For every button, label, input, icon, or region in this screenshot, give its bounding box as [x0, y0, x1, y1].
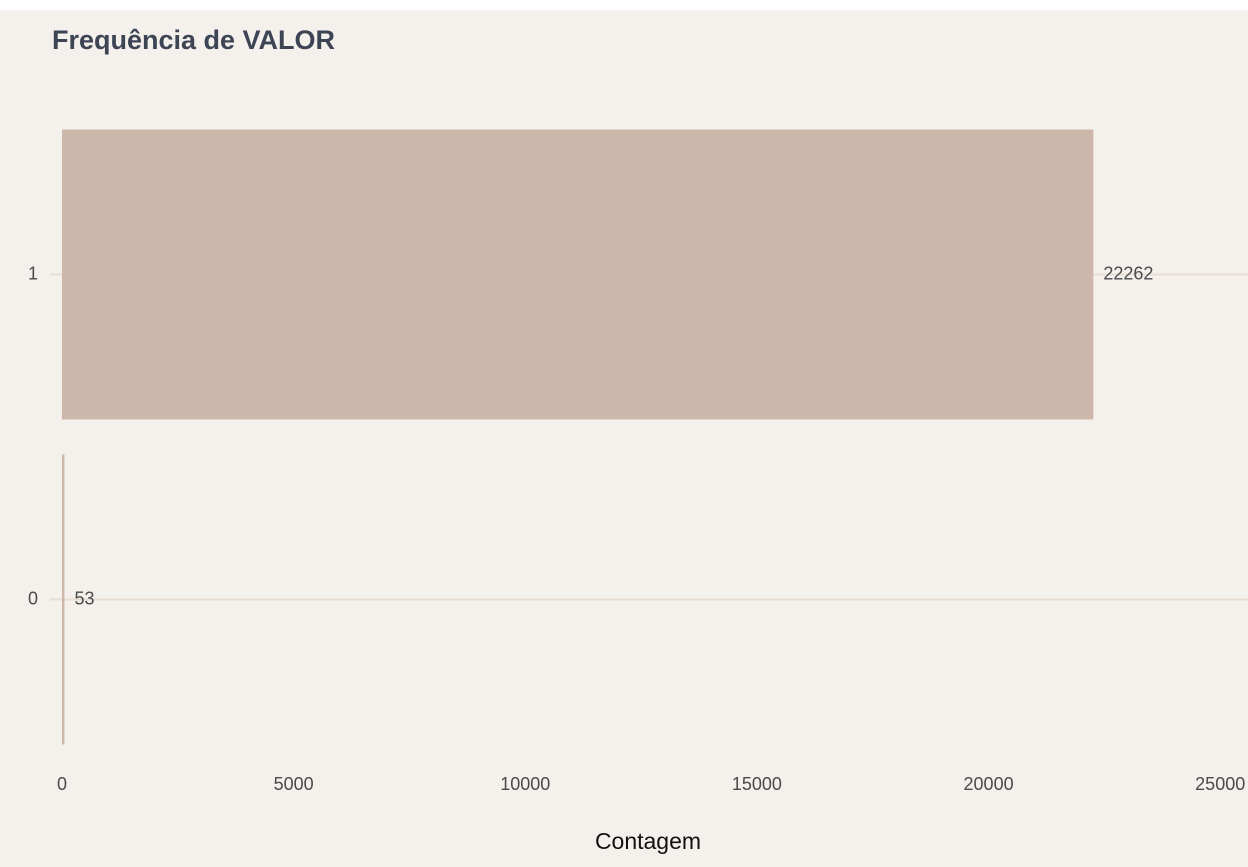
x-axis-title: Contagem: [595, 828, 701, 854]
x-tick-label: 20000: [964, 774, 1014, 794]
x-tick-label: 10000: [500, 774, 550, 794]
bar: [62, 129, 1094, 420]
x-tick-label: 0: [57, 774, 67, 794]
x-tick-label: 5000: [274, 774, 314, 794]
y-tick-label: 0: [28, 588, 38, 608]
x-tick-label: 25000: [1195, 774, 1245, 794]
y-tick-label: 1: [28, 263, 38, 283]
x-tick-label: 15000: [732, 774, 782, 794]
chart-title: Frequência de VALOR: [52, 25, 335, 55]
value-label: 22262: [1103, 263, 1153, 283]
bar: [62, 454, 65, 745]
value-label: 53: [74, 588, 94, 608]
